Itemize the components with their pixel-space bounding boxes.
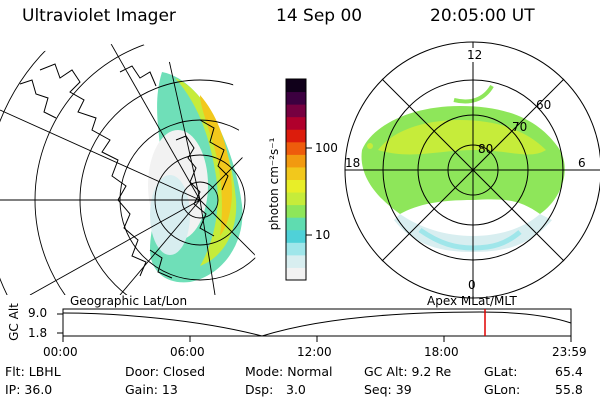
orbit-x-tick: 23:59 [552, 345, 587, 359]
mlat-label-70: 70 [512, 120, 528, 134]
colorbar-frame [285, 78, 307, 281]
filter-readout: Flt: LBHL [5, 364, 61, 379]
mlat-label-60: 60 [536, 98, 552, 112]
seq-readout: Seq: 39 [364, 382, 412, 397]
colorbar-tick-100: 100 [315, 141, 338, 155]
glat-label: GLat: [484, 364, 518, 379]
gc-alt-readout: GC Alt: 9.2 Re [364, 364, 452, 379]
polar-map [344, 41, 600, 299]
geographic-panel-label: Geographic Lat/Lon [70, 294, 188, 308]
glat-value: 65.4 [555, 364, 583, 379]
instrument-title: Ultraviolet Imager [22, 6, 176, 26]
mode-readout: Mode: Normal [245, 364, 333, 379]
colorbar-segment [286, 179, 306, 193]
colorbar-segment [286, 79, 306, 93]
colorbar-segment [286, 154, 306, 168]
mlat-label-80: 80 [478, 142, 494, 156]
orbit-y-axis-label: GC Alt [7, 303, 21, 341]
gain-readout: Gain: 13 [125, 382, 178, 397]
colorbar-segment [286, 166, 306, 180]
colorbar-segment [286, 242, 306, 256]
colorbar-segment [286, 141, 306, 155]
date-label: 14 Sep 00 [276, 6, 363, 26]
colorbar-segment [286, 217, 306, 231]
orbit-y-tick-high: 9.0 [28, 306, 48, 320]
orbit-x-tick: 12:00 [297, 345, 332, 359]
orbit-y-tick-low: 1.8 [28, 326, 48, 340]
glon-value: 55.8 [555, 382, 583, 397]
colorbar-segment [286, 254, 306, 268]
colorbar [285, 78, 307, 281]
orbit-plot [57, 308, 572, 342]
orbit-x-tick: 00:00 [43, 345, 78, 359]
ip-readout: IP: 36.0 [5, 382, 53, 397]
dsp-value: 3.0 [286, 382, 306, 397]
colorbar-tick-10: 10 [315, 228, 331, 242]
colorbar-segment [286, 192, 306, 206]
orbit-altitude-curve [62, 311, 572, 337]
glon-label: GLon: [484, 382, 521, 397]
colorbar-segment [286, 91, 306, 105]
mlt-label-left: 18 [345, 156, 361, 170]
colorbar-segment [286, 116, 306, 130]
mlt-label-right: 6 [578, 156, 586, 170]
door-readout: Door: Closed [125, 364, 206, 379]
colorbar-unit-label: photon cm⁻²s⁻¹ [267, 137, 281, 231]
orbit-x-tick: 06:00 [170, 345, 205, 359]
mlt-label-top: 12 [467, 48, 483, 62]
colorbar-segment [286, 129, 306, 143]
orbit-x-tick: 18:00 [424, 345, 459, 359]
colorbar-segment [286, 104, 306, 118]
time-label: 20:05:00 UT [430, 6, 535, 26]
polar-panel-label: Apex MLat/MLT [427, 294, 517, 308]
geographic-map [0, 42, 260, 295]
colorbar-segment [286, 267, 306, 281]
dsp-label: Dsp: [245, 382, 274, 397]
colorbar-segment [286, 229, 306, 243]
mlt-label-bottom: 0 [468, 278, 476, 292]
colorbar-segment [286, 204, 306, 218]
